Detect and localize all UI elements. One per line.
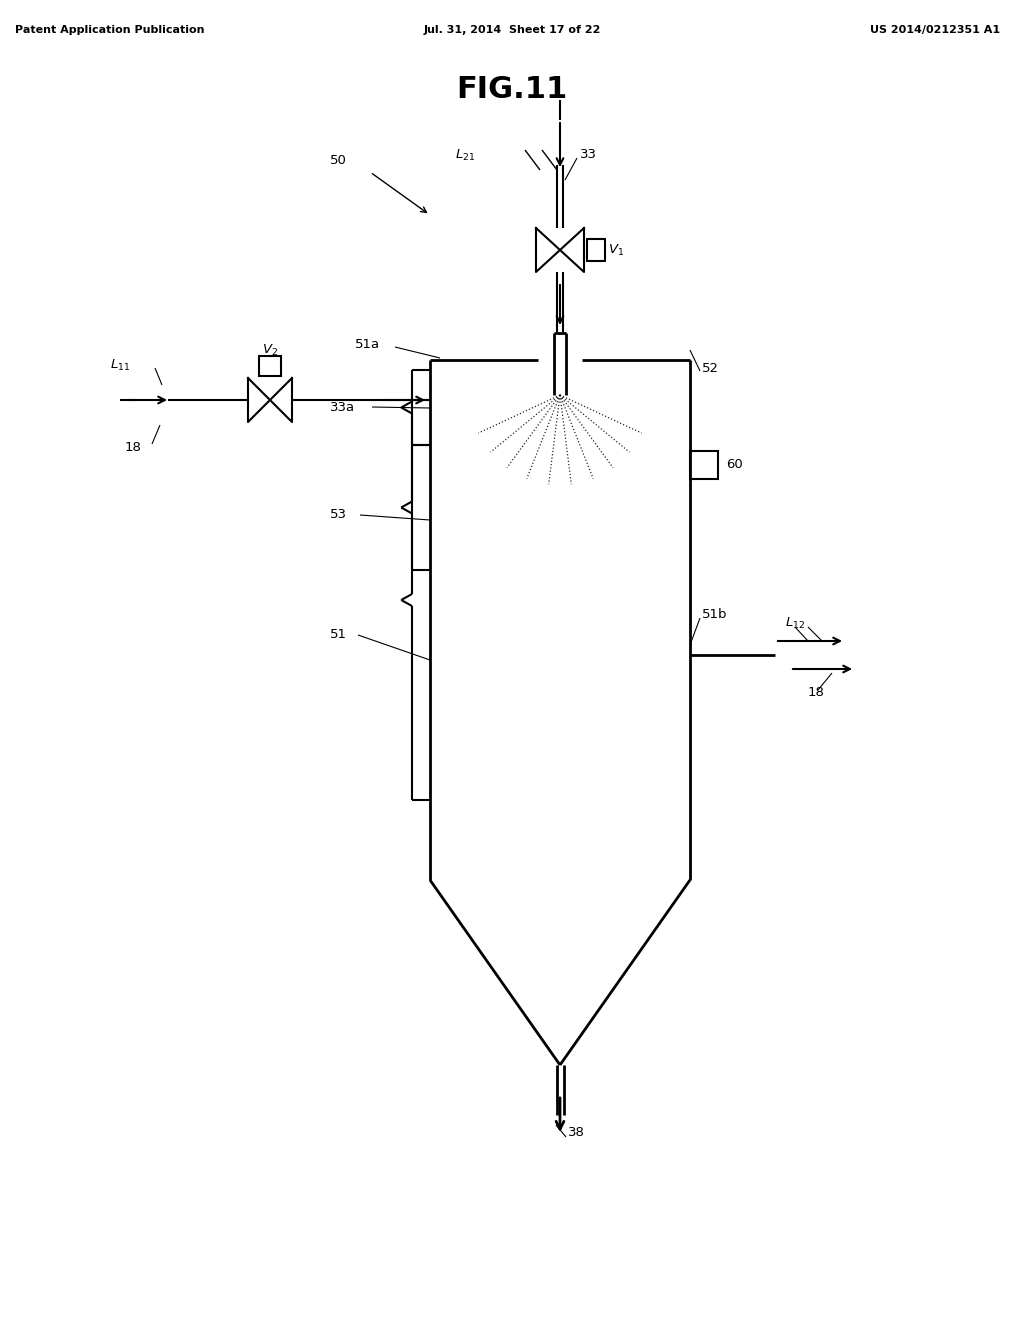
Text: $L_{21}$: $L_{21}$ [455,148,475,162]
Text: 50: 50 [330,153,347,166]
Text: $L_{12}$: $L_{12}$ [785,615,805,631]
Bar [690,451,718,479]
Text: 38: 38 [568,1126,585,1139]
FancyBboxPatch shape [259,356,281,376]
Text: $V_1$: $V_1$ [608,243,624,257]
Text: FIG.11: FIG.11 [457,75,567,104]
Text: 51: 51 [330,628,347,642]
Text: 51a: 51a [355,338,380,351]
Text: 53: 53 [330,508,347,521]
Text: 18: 18 [808,686,825,700]
Text: 33a: 33a [330,400,355,413]
Text: 18: 18 [125,441,142,454]
Text: $L_{11}$: $L_{11}$ [110,358,130,372]
Text: $V_2$: $V_2$ [262,342,278,358]
Text: 60: 60 [726,458,742,471]
FancyBboxPatch shape [587,239,605,261]
Text: 51b: 51b [702,609,727,622]
Text: Jul. 31, 2014  Sheet 17 of 22: Jul. 31, 2014 Sheet 17 of 22 [423,25,601,36]
Text: US 2014/0212351 A1: US 2014/0212351 A1 [869,25,1000,36]
Text: Patent Application Publication: Patent Application Publication [15,25,205,36]
Text: 33: 33 [580,149,597,161]
Text: 52: 52 [702,362,719,375]
